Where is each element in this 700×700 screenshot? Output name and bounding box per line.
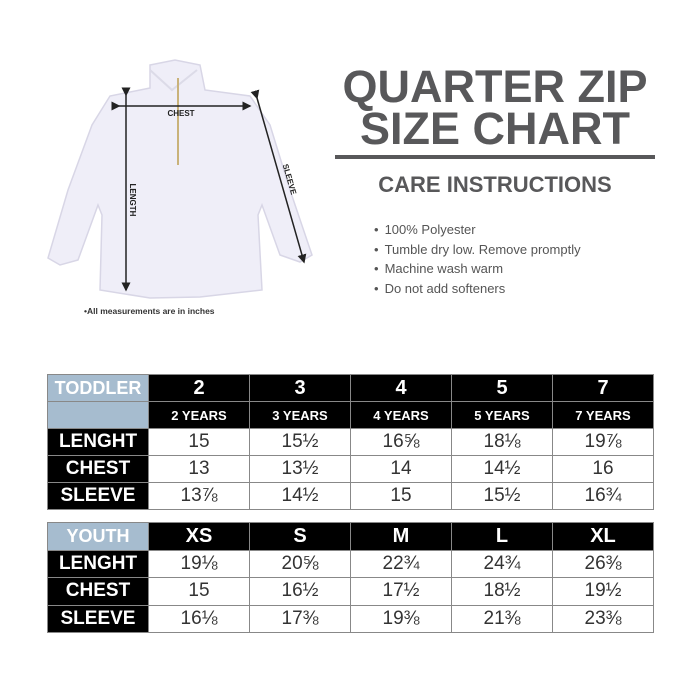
measurement-cell: 18½ (451, 577, 553, 606)
youth-size-table: YOUTH XS S M L XL LENGHT 19⅛ 20⅝ 22¾ 24¾ 26⅜ CHEST 15… (47, 522, 654, 633)
measurement-cell: 13 (148, 455, 250, 483)
care-item: 100% Polyester (374, 220, 581, 240)
care-item: Machine wash warm (374, 259, 581, 279)
table-row: CHEST 15 16½ 17½ 18½ 19½ (47, 577, 654, 606)
row-label: SLEEVE (47, 604, 149, 633)
size-header: 7 (552, 374, 654, 402)
measurement-cell: 13½ (249, 455, 351, 483)
measurement-cell: 15½ (249, 428, 351, 456)
age-row: 2 YEARS 3 YEARS 4 YEARS 5 YEARS 7 YEARS (47, 401, 654, 429)
age-header: 4 YEARS (350, 401, 452, 429)
page-title: QUARTER ZIP SIZE CHART (335, 61, 655, 154)
title-line-1: QUARTER ZIP (342, 61, 648, 112)
size-header: XS (148, 522, 250, 551)
measurement-cell: 19½ (552, 577, 654, 606)
measurement-cell: 14 (350, 455, 452, 483)
header-row: TODDLER 2 3 4 5 7 (47, 374, 654, 402)
measurement-cell: 26⅜ (552, 549, 654, 578)
measurement-cell: 17⅜ (249, 604, 351, 633)
length-label: LENGTH (128, 184, 137, 217)
measurement-cell: 23⅜ (552, 604, 654, 633)
measurement-cell: 15 (350, 482, 452, 510)
measurement-cell: 20⅝ (249, 549, 351, 578)
measurement-cell: 15 (148, 577, 250, 606)
row-label: SLEEVE (47, 482, 149, 510)
measurement-cell: 16 (552, 455, 654, 483)
title-line-2: SIZE CHART (360, 103, 630, 154)
care-list: 100% Polyester Tumble dry low. Remove pr… (374, 220, 581, 298)
measurement-cell: 21⅜ (451, 604, 553, 633)
measurement-cell: 22¾ (350, 549, 452, 578)
measurement-cell: 16½ (249, 577, 351, 606)
care-item: Do not add softeners (374, 279, 581, 299)
measurement-cell: 15½ (451, 482, 553, 510)
measurement-note: •All measurements are in inches (84, 306, 215, 316)
row-label: CHEST (47, 455, 149, 483)
care-heading: CARE INSTRUCTIONS (378, 172, 612, 197)
measurement-cell: 19⅞ (552, 428, 654, 456)
collar-line (149, 69, 198, 92)
size-header: XL (552, 522, 654, 551)
size-header: 4 (350, 374, 452, 402)
care-item: Tumble dry low. Remove promptly (374, 240, 581, 260)
size-header: L (451, 522, 553, 551)
measurement-cell: 14½ (451, 455, 553, 483)
size-header: M (350, 522, 452, 551)
measurement-cell: 13⅞ (148, 482, 250, 510)
row-label: LENGHT (47, 428, 149, 456)
size-header: S (249, 522, 351, 551)
measurement-cell: 16⅛ (148, 604, 250, 633)
measurement-cell: 24¾ (451, 549, 553, 578)
age-header: 7 YEARS (552, 401, 654, 429)
table-group-label: TODDLER (47, 374, 149, 402)
measurement-cell: 18⅛ (451, 428, 553, 456)
blank-cell (47, 401, 149, 429)
age-header: 5 YEARS (451, 401, 553, 429)
measurement-cell: 16¾ (552, 482, 654, 510)
quarter-zip-diagram: CHEST LENGTH SLEEVE (47, 59, 313, 299)
measurement-cell: 15 (148, 428, 250, 456)
measurement-cell: 19⅜ (350, 604, 452, 633)
age-header: 2 YEARS (148, 401, 250, 429)
measurement-cell: 16⅝ (350, 428, 452, 456)
measurement-cell: 19⅛ (148, 549, 250, 578)
sweater-shape (47, 59, 313, 299)
size-header: 5 (451, 374, 553, 402)
chest-label: CHEST (167, 109, 194, 118)
toddler-size-table: TODDLER 2 3 4 5 7 2 YEARS 3 YEARS 4 YEARS 5 YEARS… (47, 374, 654, 510)
header-row: YOUTH XS S M L XL (47, 522, 654, 551)
size-header: 2 (148, 374, 250, 402)
sleeve-arrow (250, 89, 307, 264)
table-group-label: YOUTH (47, 522, 149, 551)
measurement-cell: 14½ (249, 482, 351, 510)
row-label: CHEST (47, 577, 149, 606)
measurement-cell: 17½ (350, 577, 452, 606)
table-row: SLEEVE 16⅛ 17⅜ 19⅜ 21⅜ 23⅜ (47, 604, 654, 633)
table-row: SLEEVE 13⅞ 14½ 15 15½ 16¾ (47, 482, 654, 510)
divider (335, 155, 655, 159)
age-header: 3 YEARS (249, 401, 351, 429)
table-row: CHEST 13 13½ 14 14½ 16 (47, 455, 654, 483)
size-header: 3 (249, 374, 351, 402)
row-label: LENGHT (47, 549, 149, 578)
table-row: LENGHT 19⅛ 20⅝ 22¾ 24¾ 26⅜ (47, 549, 654, 578)
table-row: LENGHT 15 15½ 16⅝ 18⅛ 19⅞ (47, 428, 654, 456)
